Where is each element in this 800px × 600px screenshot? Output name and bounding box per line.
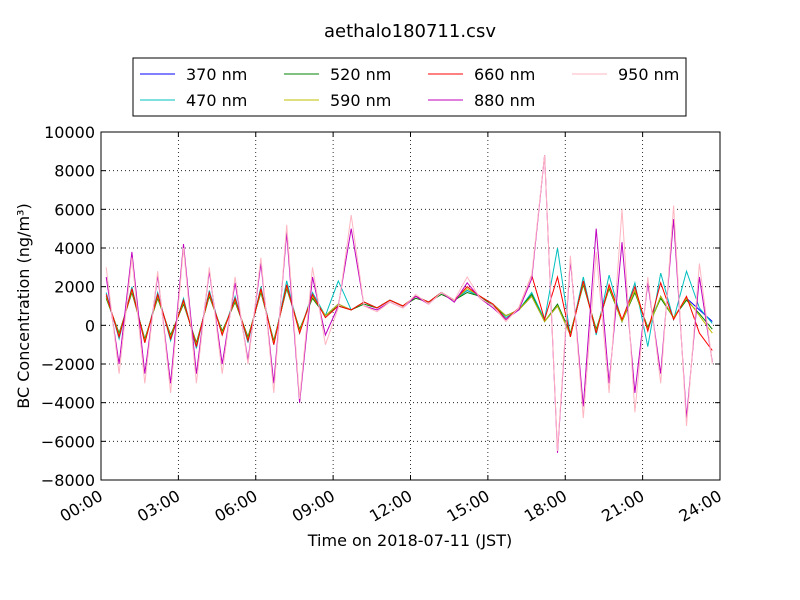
legend-label: 470 nm [186, 91, 247, 110]
legend-label: 660 nm [474, 65, 535, 84]
y-tick-label: 2000 [54, 278, 95, 297]
plot-frame [100, 131, 721, 481]
x-axis-label: Time on 2018-07-11 (JST) [307, 531, 512, 550]
y-tick-label: −6000 [41, 432, 95, 451]
legend-box [132, 57, 687, 117]
y-tick-label: −8000 [41, 471, 95, 490]
legend-label: 520 nm [330, 65, 391, 84]
y-tick-label: 10000 [44, 123, 95, 142]
chart-title: aethalo180711.csv [324, 21, 496, 42]
y-tick-label: 4000 [54, 239, 95, 258]
y-tick-label: −4000 [41, 394, 95, 413]
data-line [105, 155, 713, 452]
legend-label: 370 nm [186, 65, 247, 84]
legend-label: 880 nm [474, 91, 535, 110]
legend-label: 590 nm [330, 91, 391, 110]
legend-label: 950 nm [618, 65, 679, 84]
y-tick-label: 0 [85, 316, 95, 335]
y-tick-label: −2000 [41, 355, 95, 374]
y-axis-label: BC Concentration (ng/m³) [14, 203, 33, 408]
y-tick-label: 8000 [54, 162, 95, 181]
y-tick-label: 6000 [54, 200, 95, 219]
